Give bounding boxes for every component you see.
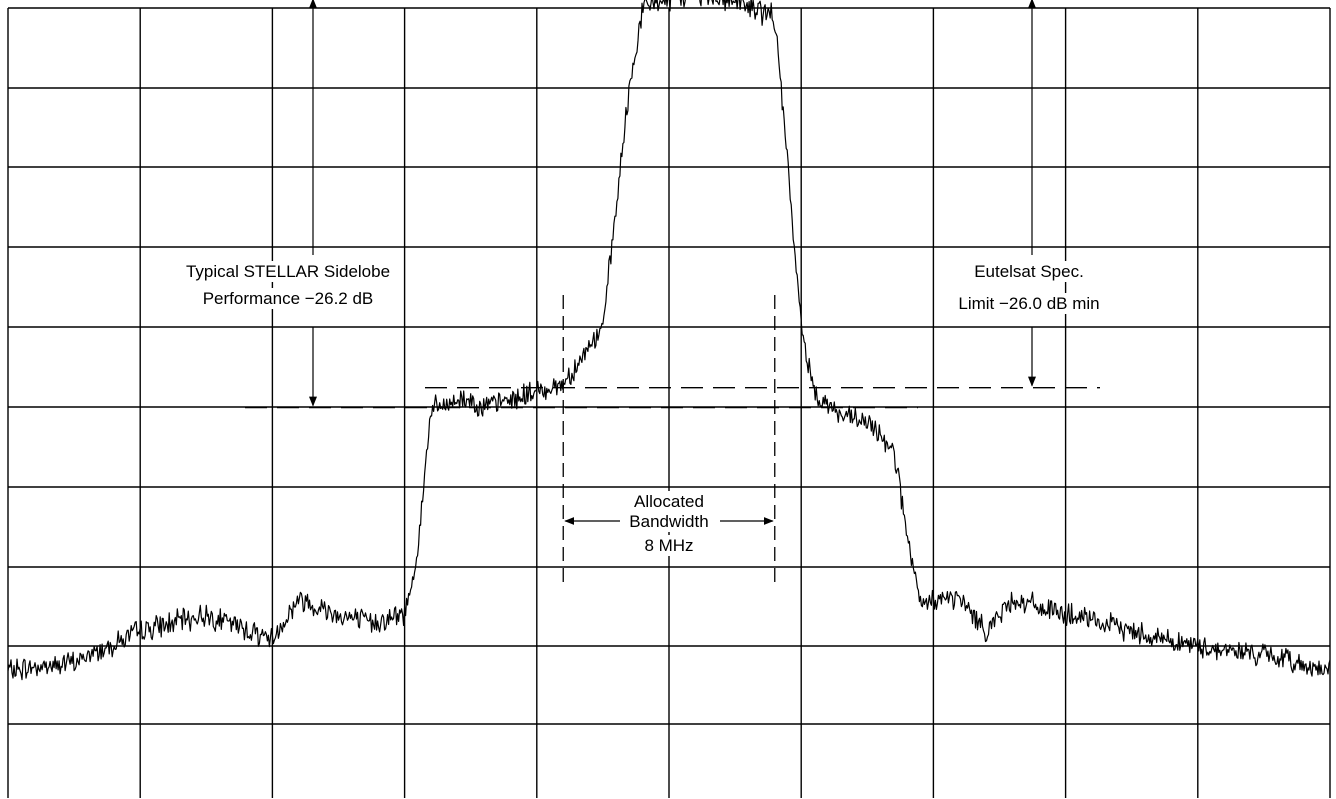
bandwidth-label-line-2: Bandwidth (629, 512, 708, 531)
eutelsat-label-line-1: Eutelsat Spec. (974, 262, 1084, 281)
stellar-label-line-2: Performance −26.2 dB (203, 289, 374, 308)
spectrum-trace (7, 0, 1331, 681)
label-background (970, 261, 1088, 282)
label-background (625, 511, 713, 532)
annotation-labels: Typical STELLAR Sidelobe Performance −26… (181, 261, 1104, 556)
label-background (181, 261, 395, 282)
eutelsat-label-line-2: Limit −26.0 dB min (958, 294, 1099, 313)
dimension-arrows (309, 0, 1036, 525)
label-background (954, 293, 1104, 314)
bandwidth-label-line-3: 8 MHz (644, 536, 693, 555)
bandwidth-label-line-1: Allocated (634, 492, 704, 511)
stellar-label-line-1: Typical STELLAR Sidelobe (186, 262, 390, 281)
spectrum-trace-group (7, 0, 1331, 681)
label-background (198, 288, 378, 309)
label-background (630, 491, 708, 512)
label-background (640, 535, 698, 556)
graticule (7, 7, 1331, 798)
